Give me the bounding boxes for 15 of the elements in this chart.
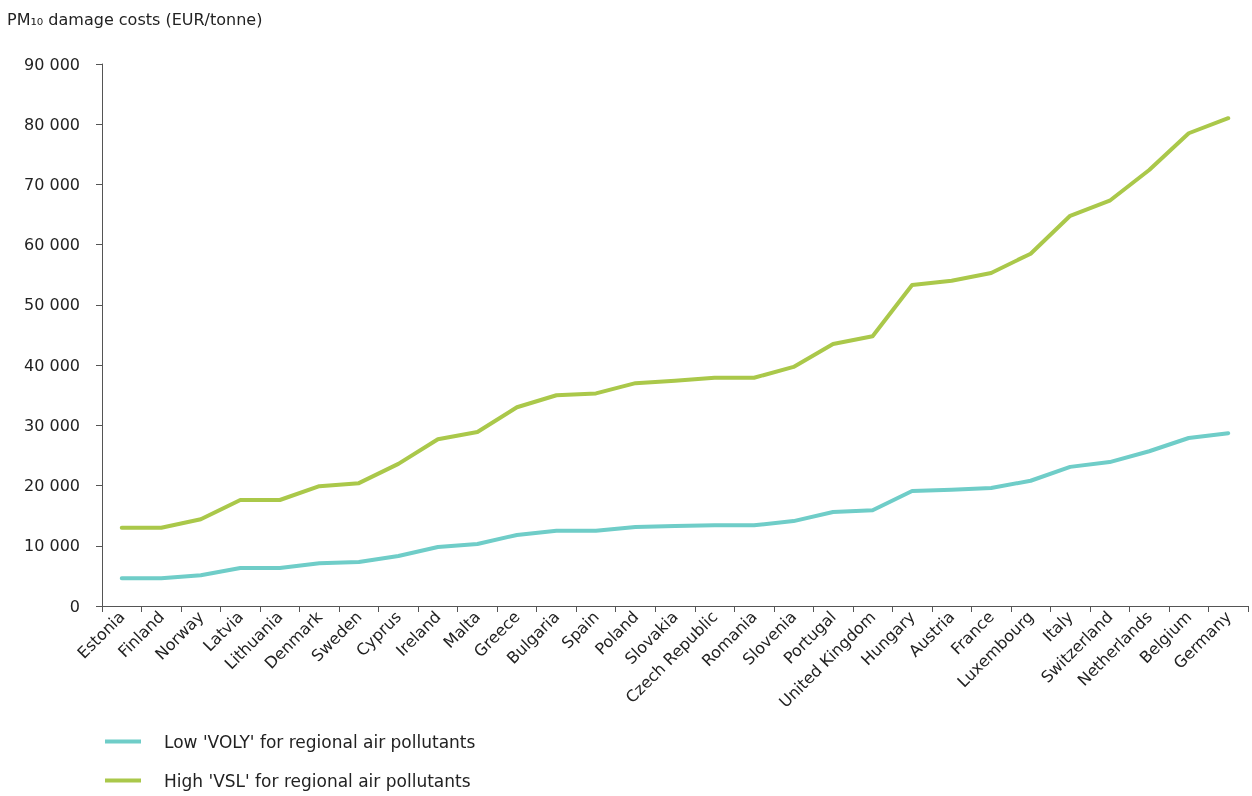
legend-label: Low 'VOLY' for regional air pollutants xyxy=(164,731,476,752)
y-tick-label: 50 000 xyxy=(24,295,80,315)
y-tick-label: 90 000 xyxy=(24,54,80,74)
line-series xyxy=(119,116,1231,530)
y-tick-label: 80 000 xyxy=(24,114,80,134)
y-tick-label: 0 xyxy=(69,596,80,616)
y-tick-label: 70 000 xyxy=(24,174,80,194)
y-tick-label: 60 000 xyxy=(24,235,80,255)
y-tick-label: 30 000 xyxy=(24,415,80,435)
y-tick-label: 20 000 xyxy=(24,476,80,496)
y-tick-label: 10 000 xyxy=(24,536,80,556)
y-tick-label: 40 000 xyxy=(24,355,80,375)
line-series xyxy=(119,431,1231,581)
legend-label: High 'VSL' for regional air pollutants xyxy=(164,770,471,791)
chart-title: PM₁₀ damage costs (EUR/tonne) xyxy=(7,9,263,29)
